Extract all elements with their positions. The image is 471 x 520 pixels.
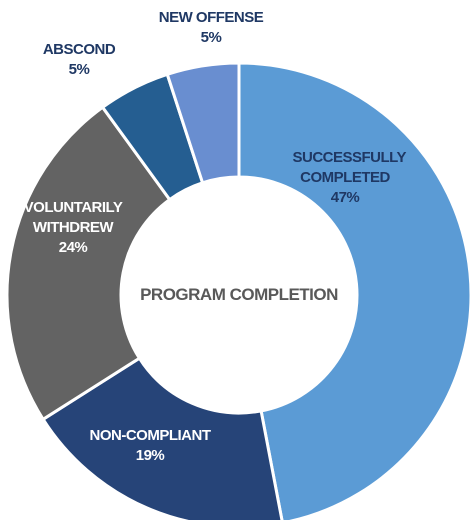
donut-slice xyxy=(41,356,284,520)
category-label: VOLUNTARILY WITHDREW xyxy=(23,199,123,236)
slice-label: NEW OFFENSE 5% xyxy=(141,8,281,48)
category-label: NEW OFFENSE xyxy=(158,9,264,26)
value-label: 5% xyxy=(68,61,90,78)
category-label: ABSCOND xyxy=(42,41,116,58)
category-label: SUCCESSFULLY COMPLETED xyxy=(292,149,407,186)
donut-slice xyxy=(5,105,172,422)
donut-slice xyxy=(165,61,241,185)
slice-label: ABSCOND 5% xyxy=(39,40,119,80)
value-label: 47% xyxy=(330,189,360,206)
value-label: 24% xyxy=(58,239,88,256)
value-label: 5% xyxy=(200,29,222,46)
slice-label: SUCCESSFULLY COMPLETED 47% xyxy=(292,148,407,208)
slice-label: NON-COMPLIANT 19% xyxy=(70,426,230,466)
value-label: 19% xyxy=(135,447,165,464)
donut-slice xyxy=(237,61,471,520)
category-label: NON-COMPLIANT xyxy=(89,427,212,444)
center-label: PROGRAM COMPLETION xyxy=(140,285,338,304)
slice-label: VOLUNTARILY WITHDREW 24% xyxy=(18,198,128,258)
